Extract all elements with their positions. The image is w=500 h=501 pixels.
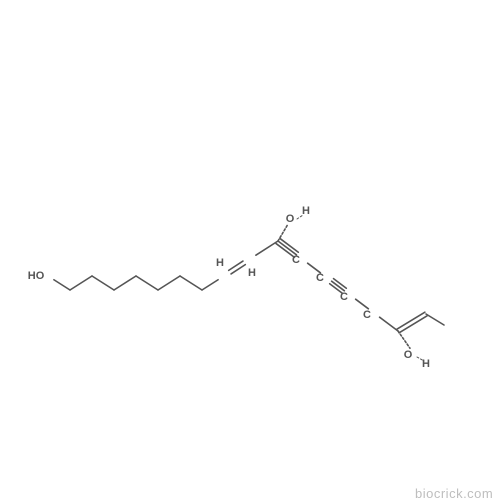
molecule-svg: HOHHOHCCCCOH [0, 0, 500, 500]
svg-text:HO: HO [28, 270, 45, 282]
svg-text:C: C [292, 254, 300, 266]
watermark-text: biocrick.com [415, 486, 493, 501]
svg-text:C: C [316, 272, 324, 284]
svg-text:C: C [340, 291, 348, 303]
svg-text:H: H [302, 205, 310, 217]
svg-text:O: O [404, 349, 413, 361]
svg-text:C: C [363, 309, 371, 321]
svg-text:O: O [286, 213, 295, 225]
svg-text:H: H [248, 267, 256, 279]
molecule-canvas: HOHHOHCCCCOH [0, 0, 500, 500]
svg-text:H: H [422, 358, 430, 370]
svg-text:H: H [216, 257, 224, 269]
